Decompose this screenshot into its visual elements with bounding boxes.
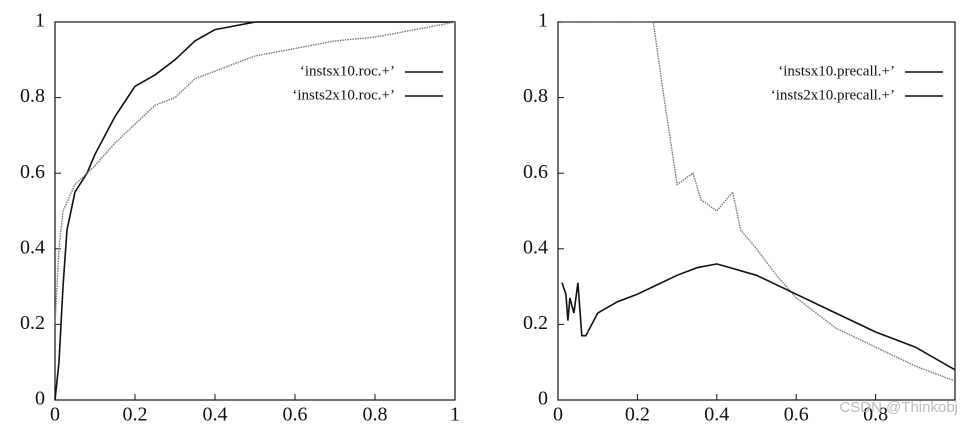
y-tick-label: 1 [35, 10, 45, 32]
y-tick-label: 0.4 [20, 236, 45, 258]
y-tick-label: 1 [538, 10, 548, 32]
y-tick-label: 0 [35, 388, 45, 410]
x-tick-label: 0.4 [704, 404, 729, 426]
series-line [561, 263, 956, 371]
plot-frame [54, 21, 456, 401]
legend-label: ‘insts2x10.roc.+’ [292, 87, 395, 103]
x-tick-label: 0.6 [283, 404, 308, 426]
series-line [562, 21, 956, 382]
x-tick-label: 0.4 [203, 404, 228, 426]
series-line [54, 21, 455, 401]
x-tick-label: 0 [553, 404, 563, 426]
series-line [54, 21, 456, 325]
x-tick-label: 0.2 [123, 404, 148, 426]
y-tick-label: 0 [538, 388, 548, 410]
y-tick-label: 0.4 [523, 236, 548, 258]
x-tick-label: 0.6 [784, 404, 809, 426]
watermark: CSDN @Thinkobj [839, 399, 958, 416]
x-tick-label: 0 [50, 404, 60, 426]
legend-label: ‘instsx10.roc.+’ [300, 63, 395, 79]
legend-label: ‘instsx10.precall.+’ [778, 63, 895, 79]
legend-label: ‘insts2x10.precall.+’ [771, 87, 895, 103]
plot-frame [557, 21, 956, 401]
y-tick-label: 0.6 [20, 161, 45, 183]
y-tick-label: 0.2 [20, 312, 45, 334]
x-tick-label: 1 [450, 404, 460, 426]
x-tick-label: 0.2 [625, 404, 650, 426]
x-tick-label: 0.8 [863, 404, 888, 426]
x-tick-label: 0.8 [363, 404, 388, 426]
y-tick-label: 0.6 [523, 161, 548, 183]
y-tick-label: 0.2 [523, 312, 548, 334]
y-tick-label: 0.8 [20, 85, 45, 107]
y-tick-label: 0.8 [523, 85, 548, 107]
